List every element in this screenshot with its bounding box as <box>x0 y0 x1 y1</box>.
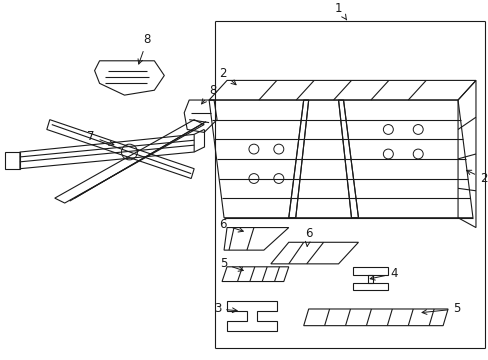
Text: 8: 8 <box>138 33 151 64</box>
Text: 1: 1 <box>334 2 346 20</box>
Text: 8: 8 <box>201 84 216 104</box>
Text: 4: 4 <box>369 267 397 280</box>
Text: 6: 6 <box>305 227 312 246</box>
Text: 5: 5 <box>219 257 243 271</box>
Text: 2: 2 <box>466 170 487 185</box>
Text: 3: 3 <box>213 302 237 315</box>
Text: 2: 2 <box>219 67 236 85</box>
Text: 6: 6 <box>219 218 243 232</box>
Text: 7: 7 <box>87 130 114 145</box>
Text: 5: 5 <box>421 302 460 315</box>
